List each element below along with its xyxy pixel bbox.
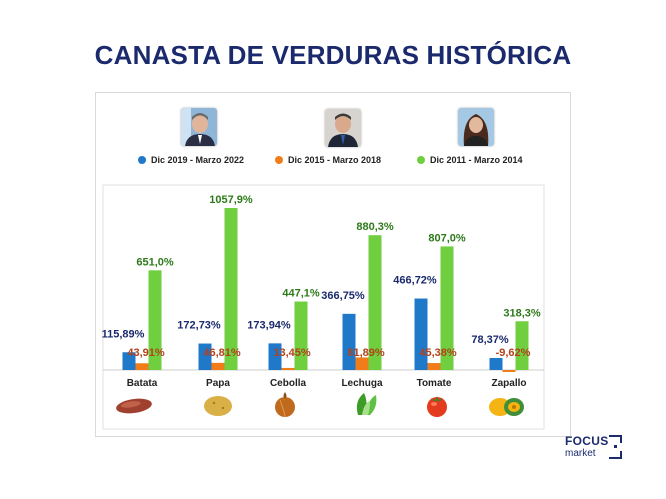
legend-swatch (275, 156, 283, 164)
category-label-zapallo: Zapallo (491, 378, 526, 389)
tomato-icon (427, 396, 447, 417)
data-label-lechuga-series-3: 880,3% (356, 221, 394, 233)
bar-cebolla-series-1 (268, 343, 282, 370)
logo-text-market: market (565, 448, 596, 459)
person-photo-icon (325, 109, 361, 147)
plot-area (102, 184, 545, 430)
category-label-lechuga: Lechuga (341, 378, 383, 389)
data-label-papa-series-1: 172,73% (177, 320, 221, 332)
legend-label: Dic 2019 - Marzo 2022 (151, 155, 245, 165)
person-photo-icon (458, 108, 494, 146)
category-label-cebolla: Cebolla (270, 378, 307, 389)
bar-papa-series-2 (211, 362, 225, 370)
legend-item-s2: Dic 2015 - Marzo 2018 (275, 155, 381, 165)
legend-swatch (138, 156, 146, 164)
bar-cebolla-series-2 (281, 367, 295, 370)
logo-bracket-icon (609, 435, 622, 459)
data-label-tomate-series-2: 45,38% (419, 347, 457, 359)
bar-tomate-series-2 (427, 363, 441, 370)
bar-zapallo-series-2 (502, 370, 516, 372)
data-label-batata-series-1: 115,89% (102, 328, 145, 340)
bar-lechuga-series-1 (342, 313, 356, 370)
category-label-papa: Papa (206, 378, 230, 389)
bar-tomate-series-3 (440, 246, 454, 370)
bar-papa-series-1 (198, 343, 212, 370)
pumpkin-icon (489, 398, 524, 416)
data-label-cebolla-series-3: 447,1% (282, 288, 320, 300)
page-title: CANASTA DE VERDURAS HISTÓRICA (94, 40, 572, 70)
bar-lechuga-series-2 (355, 357, 369, 370)
bar-batata-series-1 (122, 352, 136, 370)
potato-icon (204, 396, 232, 416)
data-label-lechuga-series-1: 366,75% (321, 290, 365, 302)
data-label-cebolla-series-2: 13,45% (273, 347, 311, 359)
legend-label: Dic 2015 - Marzo 2018 (288, 155, 382, 165)
bar-cebolla-series-3 (294, 301, 308, 370)
focus-market-logo: FOCUS market (565, 432, 625, 462)
data-label-zapallo-series-3: 318,3% (503, 307, 541, 319)
person-photo-icon (181, 108, 217, 146)
data-label-zapallo-series-2: -9,62% (496, 347, 531, 359)
data-label-papa-series-2: 46,81% (203, 347, 241, 359)
category-label-batata: Batata (127, 378, 158, 389)
data-label-lechuga-series-2: 81,89% (347, 347, 385, 359)
data-label-tomate-series-3: 807,0% (428, 232, 466, 244)
data-label-batata-series-3: 651,0% (136, 256, 174, 268)
bar-batata-series-3 (148, 270, 162, 370)
bar-zapallo-series-3 (515, 321, 529, 370)
legend-item-s3: Dic 2011 - Marzo 2014 (417, 155, 523, 165)
category-label-tomate: Tomate (417, 378, 452, 389)
legend-label: Dic 2011 - Marzo 2014 (430, 155, 523, 165)
bar-papa-series-3 (224, 208, 238, 370)
legend-swatch (417, 156, 425, 164)
data-label-zapallo-series-1: 78,37% (471, 334, 509, 346)
data-label-tomate-series-1: 466,72% (393, 275, 437, 287)
lettuce-icon (356, 393, 377, 415)
data-label-cebolla-series-1: 173,94% (247, 319, 291, 331)
legend-item-s1: Dic 2019 - Marzo 2022 (138, 155, 244, 165)
bar-lechuga-series-3 (368, 235, 382, 370)
bar-tomate-series-1 (414, 298, 428, 370)
bar-zapallo-series-1 (489, 357, 503, 370)
data-label-papa-series-3: 1057,9% (209, 194, 253, 206)
sweet-potato-icon (116, 398, 152, 414)
data-label-batata-series-2: 43,91% (127, 347, 165, 359)
bar-batata-series-2 (135, 363, 149, 370)
onion-icon (275, 392, 295, 418)
logo-text-focus: FOCUS (565, 434, 609, 448)
